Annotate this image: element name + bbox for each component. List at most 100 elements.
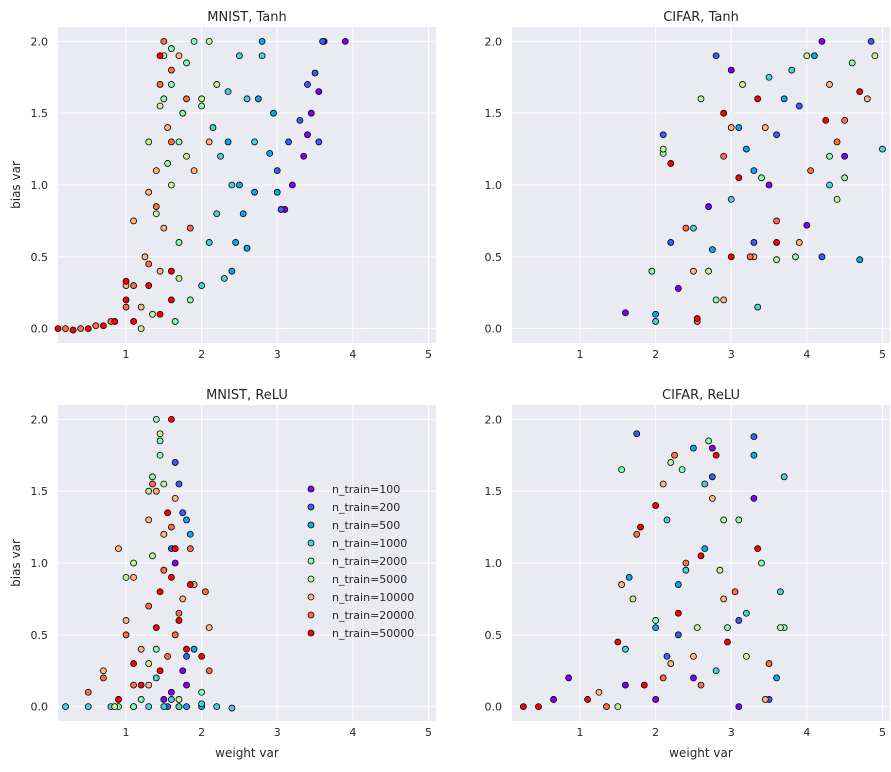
data-point: [236, 52, 243, 60]
data-point: [304, 131, 311, 139]
x-tick-label: 5: [879, 726, 886, 739]
data-point: [160, 530, 168, 538]
data-point: [701, 480, 709, 488]
data-point: [164, 160, 172, 167]
data-point: [167, 181, 175, 189]
data-point: [183, 703, 190, 711]
data-point: [130, 660, 138, 667]
data-point: [856, 256, 864, 264]
data-point: [198, 652, 206, 660]
legend: n_train=100 n_train=200 n_train=500 n_train…: [307, 483, 414, 640]
data-point: [693, 315, 701, 322]
data-point: [682, 559, 690, 567]
data-point: [708, 473, 716, 481]
data-point: [773, 239, 780, 246]
data-point: [697, 681, 705, 689]
data-point: [198, 688, 206, 696]
data-point: [652, 696, 660, 703]
data-point: [145, 282, 153, 289]
data-point: [708, 246, 716, 254]
data-point: [701, 545, 709, 553]
data-point: [550, 696, 557, 703]
data-point: [285, 138, 292, 146]
y-tick-label: 0.0: [31, 323, 49, 336]
y-tick-label: 1.0: [31, 179, 49, 192]
data-point: [149, 310, 156, 318]
y-tick-label: 1.5: [31, 485, 49, 498]
data-point: [633, 430, 641, 438]
data-point: [826, 181, 833, 189]
data-point: [69, 326, 77, 334]
panel-mnist-relu: 1 2 3 4 5 0.0 0.5 1.0 1.5 2.0 MNIST, ReLU bias va…: [9, 388, 436, 760]
data-point: [674, 609, 682, 617]
data-point: [735, 617, 743, 624]
data-point: [130, 318, 138, 325]
data-point: [856, 88, 864, 96]
y-tick-label: 1.5: [485, 485, 503, 498]
data-point: [175, 138, 183, 146]
data-point: [697, 552, 705, 560]
data-point: [667, 239, 675, 246]
data-point: [152, 203, 160, 210]
data-point: [190, 645, 198, 653]
panel-mnist-tanh: 1 2 3 4 5 0.0 0.5 1.0 1.5 2.0 MNIST, Tanh bias va…: [9, 10, 436, 361]
x-tick-label: 4: [803, 348, 810, 361]
data-point: [826, 81, 833, 88]
x-tick-label: 3: [728, 726, 735, 739]
data-point: [300, 152, 308, 160]
data-point: [213, 81, 221, 88]
data-point: [667, 160, 675, 167]
data-point: [258, 37, 266, 45]
data-point: [156, 102, 164, 110]
data-point: [622, 681, 629, 689]
data-point: [198, 102, 206, 110]
data-point: [584, 696, 591, 703]
data-point: [315, 88, 323, 96]
data-point: [145, 703, 153, 711]
data-point: [130, 559, 138, 567]
y-tick-label: 2.0: [31, 413, 49, 426]
data-point: [156, 81, 164, 88]
data-point: [535, 703, 542, 711]
data-point: [712, 451, 720, 459]
x-tick-label: 3: [274, 726, 281, 739]
data-point: [205, 239, 213, 246]
data-point: [879, 145, 886, 153]
x-tick-label: 4: [803, 726, 810, 739]
data-point: [724, 624, 731, 632]
data-point: [156, 267, 164, 275]
x-tick-label: 4: [349, 348, 356, 361]
data-point: [111, 703, 119, 711]
data-point: [243, 95, 251, 103]
data-point: [62, 325, 69, 333]
data-point: [213, 703, 221, 711]
y-tick-label: 2.0: [485, 35, 503, 48]
data-point: [205, 624, 213, 632]
data-point: [663, 652, 671, 660]
data-point: [690, 444, 697, 452]
x-tick-label: 1: [123, 348, 130, 361]
data-point: [742, 609, 750, 617]
legend-label: n_train=1000: [332, 537, 407, 550]
data-point: [693, 624, 701, 632]
data-point: [183, 652, 190, 660]
data-point: [167, 688, 175, 696]
data-point: [270, 109, 277, 117]
data-point: [727, 253, 735, 261]
data-point: [667, 459, 675, 466]
data-point: [795, 102, 803, 110]
data-point: [871, 52, 879, 60]
x-axis-label: weight var: [669, 746, 733, 760]
data-point: [167, 45, 175, 52]
data-point: [742, 145, 750, 153]
data-point: [780, 95, 788, 103]
data-point: [122, 296, 130, 304]
data-point: [746, 253, 754, 261]
x-tick-label: 1: [577, 726, 584, 739]
data-point: [99, 667, 107, 675]
panel-title: MNIST, Tanh: [207, 10, 286, 25]
data-point: [183, 152, 190, 160]
data-point: [130, 681, 138, 689]
data-point: [183, 645, 190, 653]
data-point: [77, 325, 85, 333]
